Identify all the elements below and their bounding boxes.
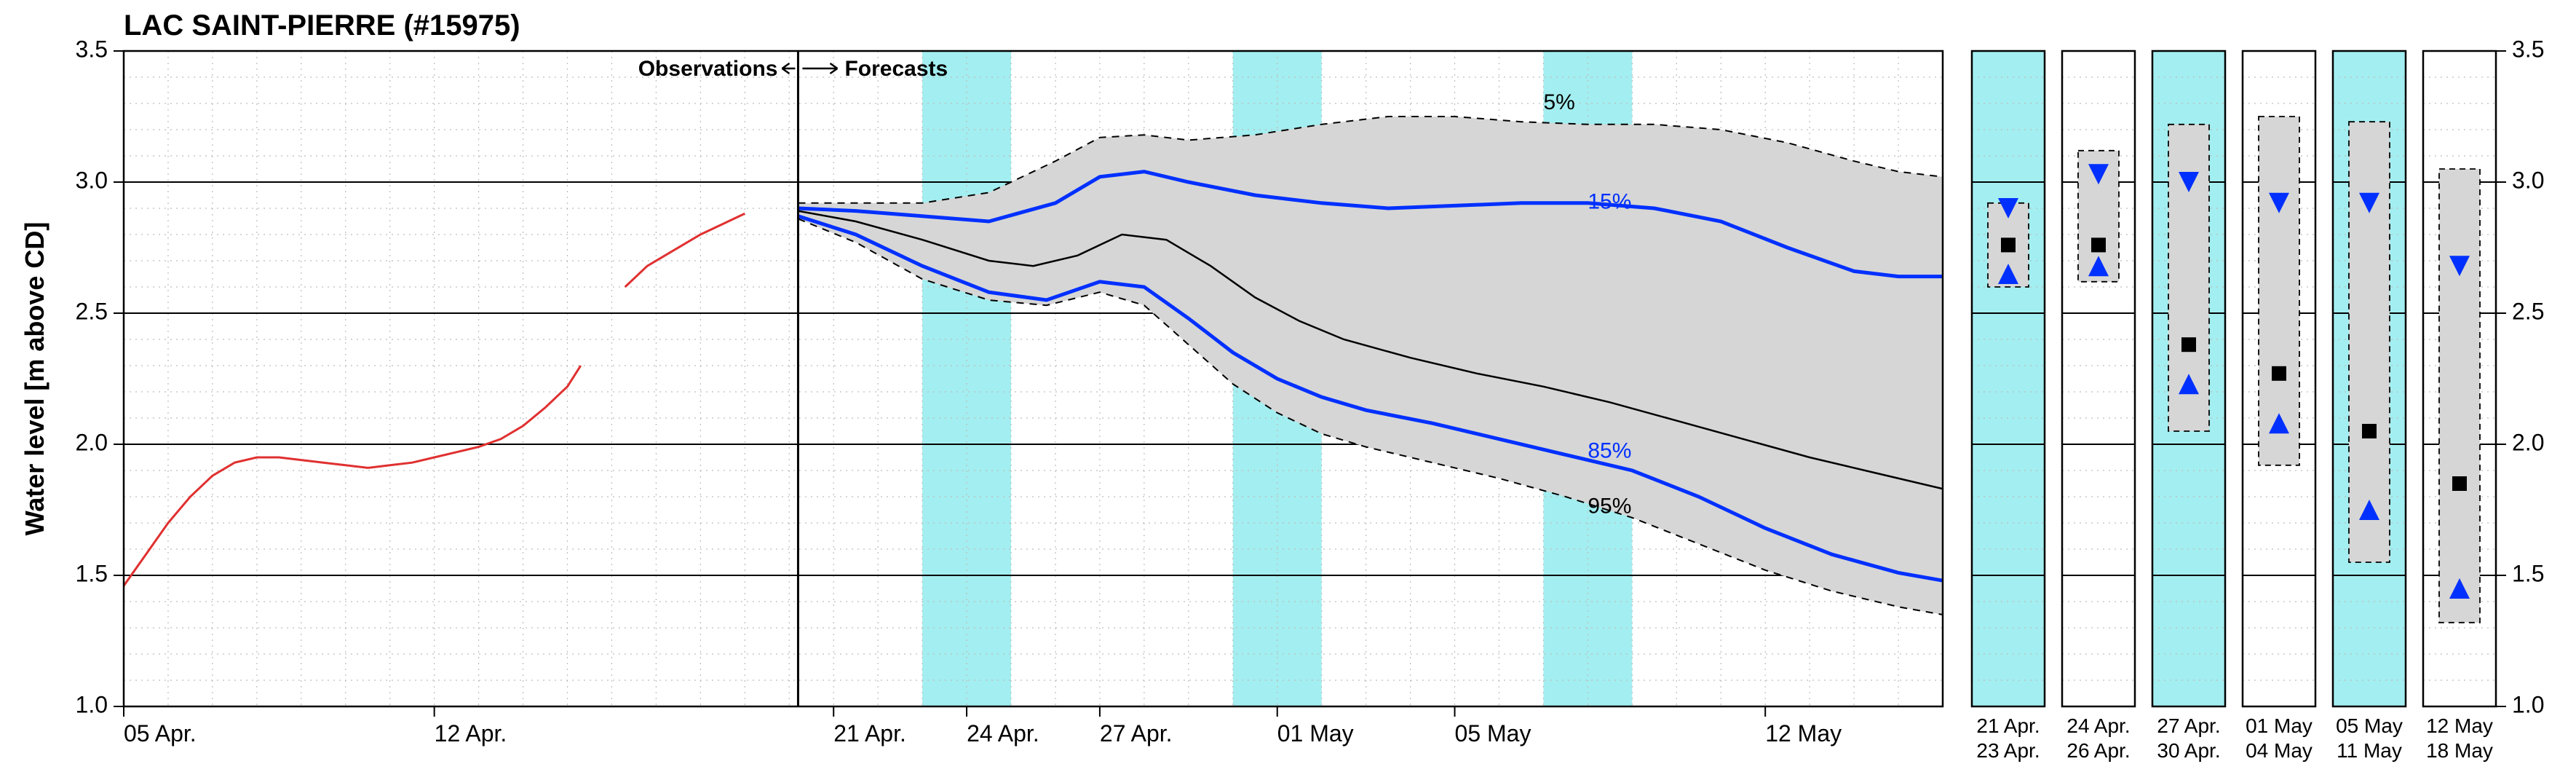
ytick-label: 1.0 (76, 691, 108, 717)
forecast-chart: 5% 15% 85% 95% 1.0 1.5 2.0 2.5 3.0 3.5 05 Apr. 12 A… (0, 0, 2576, 772)
xtick-label: 05 Apr. (124, 720, 197, 747)
median-marker-icon (2362, 424, 2377, 438)
xtick-label: 21 Apr. (833, 720, 906, 747)
median-marker-icon (2091, 237, 2106, 252)
panel-date-top: 12 May (2426, 714, 2493, 737)
xtick-label: 12 May (1765, 720, 1842, 747)
panel-date-bottom: 30 Apr. (2157, 739, 2220, 762)
pct-label: 5% (1543, 90, 1574, 114)
median-marker-icon (2001, 237, 2016, 252)
panel-band (2349, 122, 2390, 562)
panel: 24 Apr.26 Apr. (2062, 51, 2135, 762)
panel: 21 Apr.23 Apr. (1972, 51, 2045, 762)
panel-date-bottom: 04 May (2246, 739, 2313, 762)
xtick-label: 27 Apr. (1100, 720, 1173, 747)
arrow-left-icon (782, 63, 795, 74)
panel-band (2259, 117, 2299, 465)
ytick-label-right: 3.5 (2512, 36, 2544, 62)
panel-date-bottom: 18 May (2426, 739, 2493, 762)
observed-line (124, 366, 581, 586)
panel-date-bottom: 23 Apr. (1976, 739, 2040, 762)
ytick-label-right: 2.0 (2512, 429, 2544, 455)
panel: 12 May18 May (2423, 51, 2496, 762)
panel: 05 May11 May (2333, 51, 2406, 762)
chart-title: LAC SAINT-PIERRE (#15975) (124, 9, 520, 42)
observations-label: Observations (638, 57, 778, 81)
arrow-right-icon (802, 63, 837, 74)
median-marker-icon (2452, 476, 2467, 491)
panel-date-top: 21 Apr. (1976, 714, 2040, 737)
xtick-label: 01 May (1277, 720, 1354, 747)
ytick-label-right: 3.0 (2512, 167, 2544, 193)
panel-date-bottom: 26 Apr. (2066, 739, 2130, 762)
panel-date-bottom: 11 May (2337, 739, 2402, 762)
ytick-label: 3.5 (76, 36, 108, 62)
panel-date-top: 05 May (2336, 714, 2403, 737)
ytick-label: 2.5 (76, 298, 108, 324)
panel-date-top: 01 May (2246, 714, 2313, 737)
panel-band (2439, 169, 2480, 623)
pct-label: 15% (1588, 190, 1631, 214)
ytick-label-right: 1.5 (2512, 560, 2544, 586)
ytick-label-right: 2.5 (2512, 298, 2544, 324)
ytick-label: 2.0 (76, 429, 108, 455)
median-marker-icon (2181, 337, 2196, 352)
forecasts-label: Forecasts (844, 57, 948, 81)
ytick-label: 3.0 (76, 167, 108, 193)
ytick-label: 1.5 (76, 560, 108, 586)
pct-label: 85% (1588, 439, 1631, 463)
pct-label: 95% (1588, 494, 1631, 518)
panel: 01 May04 May (2243, 51, 2315, 762)
y-axis-label: Water level [m above CD] (20, 222, 49, 536)
observed-line-2 (625, 213, 745, 287)
ytick-label-right: 1.0 (2512, 691, 2544, 717)
panel-date-top: 24 Apr. (2066, 714, 2130, 737)
xtick-label: 05 May (1455, 720, 1531, 747)
panel: 27 Apr.30 Apr. (2152, 51, 2225, 762)
panel-date-top: 27 Apr. (2157, 714, 2220, 737)
xtick-label: 12 Apr. (435, 720, 507, 747)
median-marker-icon (2272, 366, 2286, 381)
xtick-label: 24 Apr. (967, 720, 1039, 747)
